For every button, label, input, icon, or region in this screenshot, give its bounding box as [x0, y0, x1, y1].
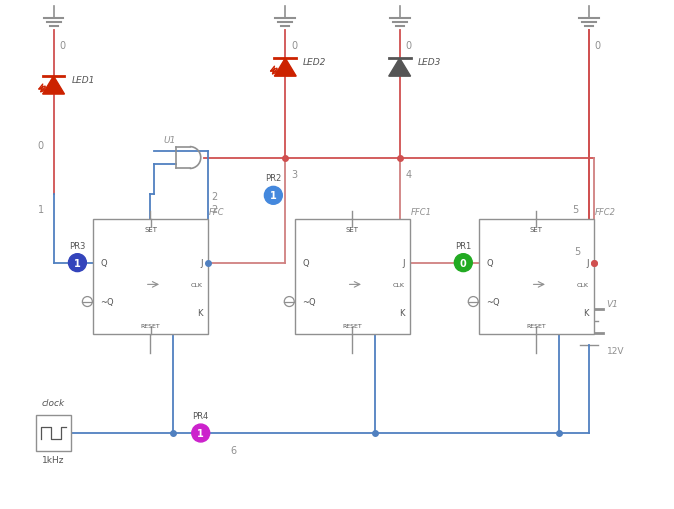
Text: 1: 1 [197, 428, 204, 438]
Circle shape [264, 187, 282, 205]
Text: ~Q: ~Q [486, 297, 500, 306]
Text: FFC2: FFC2 [594, 208, 615, 217]
Text: K: K [399, 309, 404, 318]
Text: CLK: CLK [393, 282, 404, 287]
Text: J: J [200, 259, 203, 268]
Text: ~Q: ~Q [302, 297, 316, 306]
Text: 5: 5 [574, 246, 581, 256]
Text: RESET: RESET [342, 323, 363, 328]
Text: K: K [583, 309, 588, 318]
Text: LED2: LED2 [303, 58, 327, 67]
Text: 0: 0 [406, 41, 412, 51]
Text: 4: 4 [406, 170, 412, 180]
Text: 3: 3 [291, 170, 297, 180]
Text: RESET: RESET [141, 323, 160, 328]
Text: J: J [586, 259, 588, 268]
Text: 1: 1 [38, 205, 44, 215]
Circle shape [454, 254, 472, 272]
Bar [36, 415, 71, 451]
Text: 6: 6 [231, 445, 237, 455]
Text: PR3: PR3 [69, 241, 86, 250]
Text: RESET: RESET [526, 323, 547, 328]
Polygon shape [42, 77, 65, 95]
Text: 1: 1 [74, 258, 81, 268]
Text: clock: clock [42, 399, 65, 407]
Text: 2: 2 [212, 192, 218, 202]
Text: FFC: FFC [209, 208, 224, 217]
Text: LED3: LED3 [418, 58, 441, 67]
Text: FFC1: FFC1 [410, 208, 431, 217]
Circle shape [69, 254, 86, 272]
Text: PR1: PR1 [455, 241, 471, 250]
Bar [295, 220, 410, 334]
Text: Q: Q [486, 259, 493, 268]
Text: 1kHz: 1kHz [42, 455, 65, 464]
Text: SET: SET [346, 227, 359, 233]
Text: 0: 0 [291, 41, 297, 51]
Text: 2: 2 [212, 205, 218, 215]
Text: 0: 0 [460, 258, 466, 268]
Text: J: J [402, 259, 404, 268]
Text: PR4: PR4 [193, 411, 209, 420]
Text: CLK: CLK [577, 282, 588, 287]
Text: U1: U1 [164, 135, 177, 145]
Text: LED1: LED1 [71, 76, 95, 85]
Circle shape [192, 424, 210, 442]
Bar [93, 220, 208, 334]
Text: 12V: 12V [607, 346, 624, 355]
Text: 5: 5 [572, 205, 579, 215]
Text: Q: Q [100, 259, 107, 268]
Bar [479, 220, 594, 334]
Text: SET: SET [144, 227, 157, 233]
Text: Q: Q [302, 259, 309, 268]
Text: SET: SET [530, 227, 543, 233]
Text: 0: 0 [38, 140, 44, 150]
Text: ~Q: ~Q [100, 297, 114, 306]
Text: 1: 1 [270, 191, 277, 201]
Text: 0: 0 [594, 41, 601, 51]
Text: 0: 0 [59, 41, 65, 51]
Text: PR2: PR2 [266, 174, 282, 183]
Text: K: K [197, 309, 203, 318]
Polygon shape [389, 59, 410, 77]
Polygon shape [274, 59, 297, 77]
Text: V1: V1 [607, 300, 619, 308]
Text: CLK: CLK [191, 282, 203, 287]
